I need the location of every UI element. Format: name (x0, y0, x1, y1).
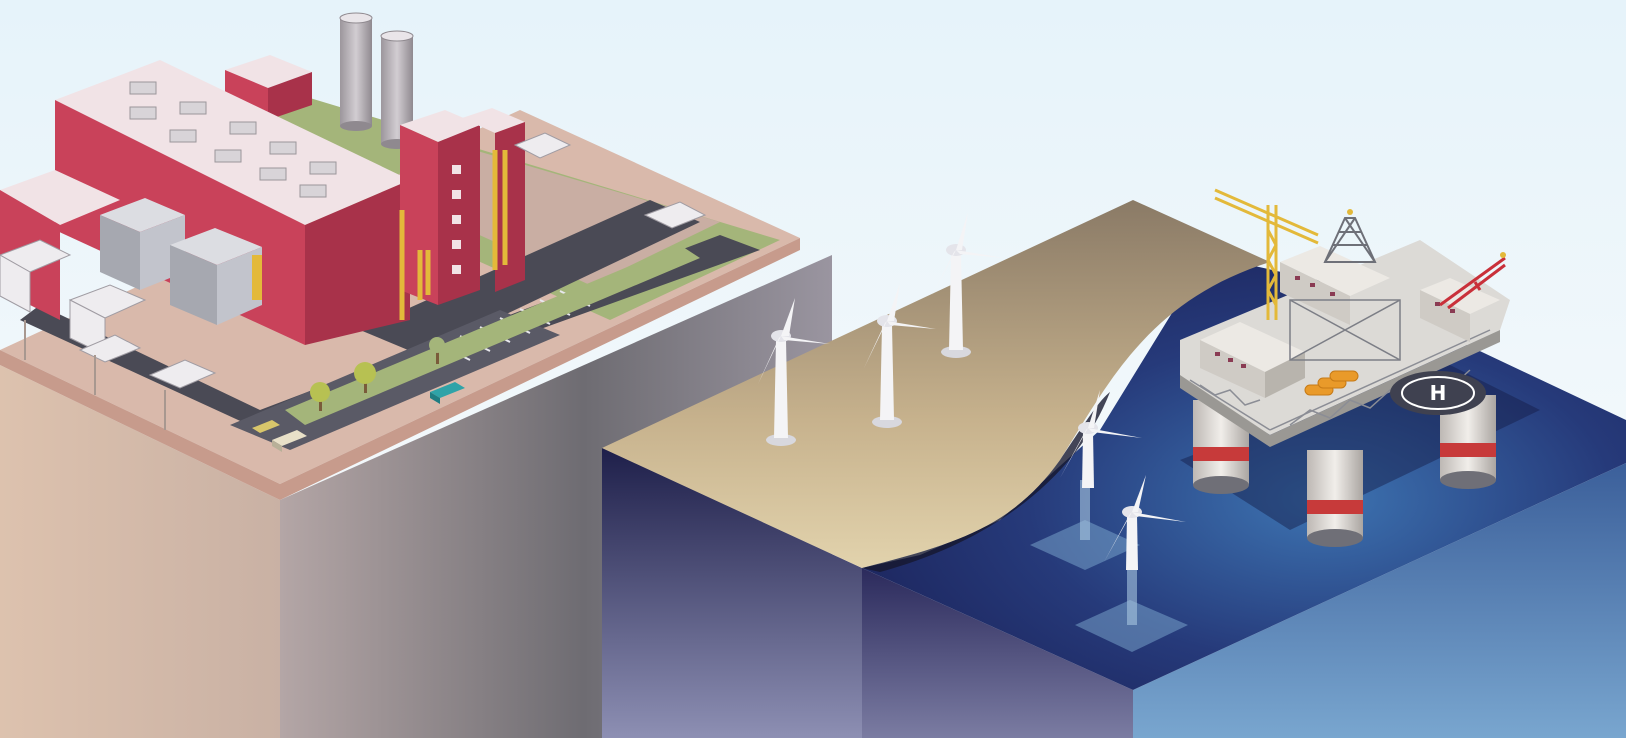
car (430, 382, 465, 404)
power-plant (0, 12, 780, 452)
offshore-wind-turbine (1075, 475, 1188, 652)
wind-turbine (932, 212, 1004, 358)
helipad-label: H (1430, 381, 1447, 405)
red-crane (1439, 256, 1506, 310)
derrick (1323, 217, 1377, 263)
smokestack (339, 12, 373, 131)
cooling-unit (170, 228, 262, 325)
tree (429, 337, 445, 364)
car (252, 420, 280, 433)
platform-leg (1307, 450, 1363, 547)
yellow-crane (1214, 188, 1319, 320)
helipad: H (1390, 371, 1486, 415)
oil-platform: H (1180, 188, 1540, 547)
offshore-wind-turbine (1030, 390, 1142, 570)
tree (354, 362, 376, 393)
tree (310, 382, 330, 411)
wind-turbine (758, 298, 830, 446)
car (272, 430, 307, 452)
wind-turbine (864, 283, 936, 428)
